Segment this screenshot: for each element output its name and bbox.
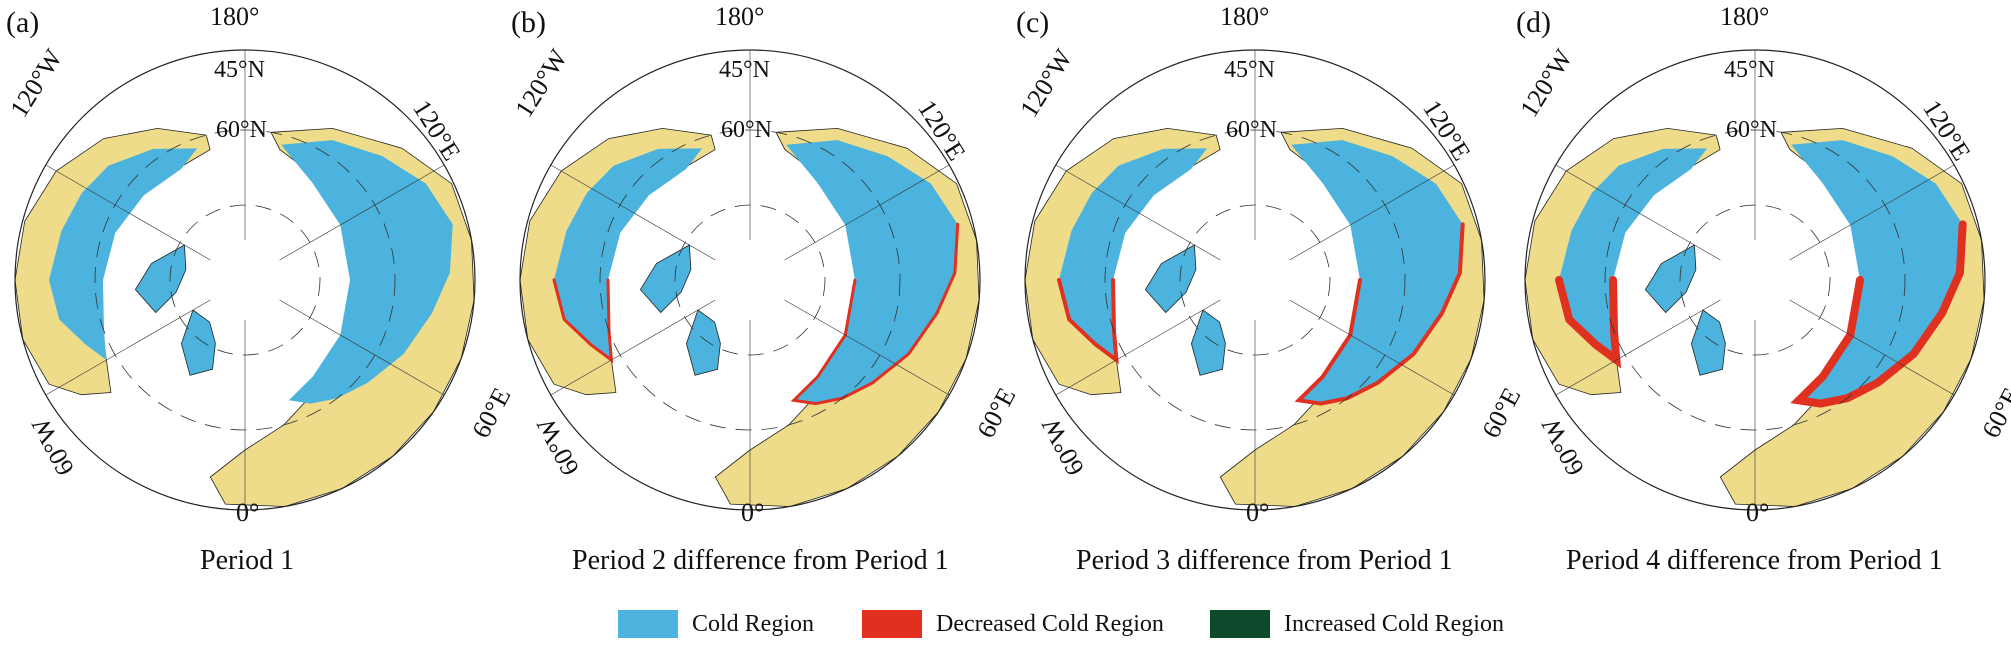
legend-item-increased: Increased Cold Region	[1210, 608, 1504, 640]
lon-label-0: 0°	[741, 498, 765, 527]
meridian-line	[784, 299, 950, 396]
map-boundary-circle	[1024, 49, 1486, 511]
map-body	[15, 50, 475, 510]
panel-letter: (a)	[6, 6, 40, 39]
legend-swatch-cold	[618, 610, 678, 638]
panel-letter: (d)	[1516, 6, 1551, 39]
meridian-line	[45, 299, 211, 396]
legend-item-decreased: Decreased Cold Region	[862, 608, 1164, 640]
legend-label: Decreased Cold Region	[936, 610, 1164, 637]
panel-letter: (c)	[1016, 6, 1050, 39]
lat-label-60n: 60°N	[721, 117, 772, 143]
meridian-line	[1789, 299, 1955, 396]
polar-map	[1524, 49, 1986, 511]
meridian-line	[1289, 299, 1455, 396]
lat-label-60n: 60°N	[216, 117, 267, 143]
lat-label-45n: 45°N	[1224, 57, 1275, 83]
decreased-region-america	[1057, 278, 1119, 365]
lat-label-45n: 45°N	[1724, 57, 1775, 83]
meridian-line	[1055, 299, 1221, 396]
map-boundary-circle	[519, 49, 981, 511]
lon-label-180: 180°	[715, 2, 765, 31]
meridian-line	[1289, 164, 1455, 261]
decreased-region-america	[1555, 276, 1622, 369]
cold-region-eurasia	[1291, 140, 1463, 404]
map-panel-c: (c) 180° 45°N 60°N 120°W 120°E 60°W 60°E…	[1010, 0, 1526, 570]
lon-label-0: 0°	[1746, 498, 1770, 527]
greenland	[1690, 309, 1726, 376]
panel-caption-d: Period 4 difference from Period 1	[1566, 545, 1943, 576]
lon-label-180: 180°	[210, 2, 260, 31]
panel-caption-b: Period 2 difference from Period 1	[572, 545, 949, 576]
polar-map	[14, 49, 476, 511]
lon-label-180: 180°	[1220, 2, 1270, 31]
meridian-line	[279, 299, 445, 396]
cold-region-america	[49, 148, 198, 360]
legend-swatch-increased	[1210, 610, 1270, 638]
lon-label-0: 0°	[236, 498, 260, 527]
legend-label: Increased Cold Region	[1284, 610, 1504, 637]
panel-letter: (b)	[511, 6, 546, 39]
greenland	[180, 309, 216, 376]
map-panel-b: (b) 180° 45°N 60°N 120°W 120°E 60°W 60°E…	[505, 0, 1021, 570]
greenland	[685, 309, 721, 376]
greenland	[1190, 309, 1226, 376]
polar-map	[519, 49, 981, 511]
map-boundary-circle	[1524, 49, 1986, 511]
cold-region-eurasia	[786, 140, 958, 404]
cold-region-eurasia	[281, 140, 453, 404]
lat-label-45n: 45°N	[719, 57, 770, 83]
meridian-line	[550, 299, 716, 396]
arctic-archipelago	[1644, 244, 1697, 314]
arctic-archipelago	[134, 244, 187, 314]
arctic-archipelago	[1144, 244, 1197, 314]
meridian-line	[1055, 164, 1221, 261]
lon-label-0: 0°	[1246, 498, 1270, 527]
map-legend: Cold Region Decreased Cold Region Increa…	[0, 608, 2011, 640]
cold-region-america	[1059, 148, 1208, 360]
cold-region-eurasia	[1791, 140, 1963, 404]
meridian-line	[279, 164, 445, 261]
panel-caption-c: Period 3 difference from Period 1	[1076, 545, 1453, 576]
meridian-line	[1555, 299, 1721, 396]
map-body	[1025, 50, 1485, 510]
lat-label-60n: 60°N	[1226, 117, 1277, 143]
map-body	[520, 50, 980, 510]
lon-label-180: 180°	[1720, 2, 1770, 31]
meridian-line	[1555, 164, 1721, 261]
map-boundary-circle	[14, 49, 476, 511]
map-panel-a: (a) 180° 45°N 60°N 120°W 120°E 60°W 60°E…	[0, 0, 516, 570]
lat-label-45n: 45°N	[214, 57, 265, 83]
arctic-archipelago	[639, 244, 692, 314]
lat-label-60n: 60°N	[1726, 117, 1777, 143]
cold-region-america	[1559, 148, 1708, 360]
decreased-region-america	[552, 278, 614, 364]
meridian-line	[550, 164, 716, 261]
panel-caption-a: Period 1	[200, 545, 295, 576]
meridian-line	[1789, 164, 1955, 261]
map-body	[1525, 50, 1985, 510]
map-panel-d: (d) 180° 45°N 60°N 120°W 120°E 60°W 60°E…	[1510, 0, 2011, 570]
legend-swatch-decreased	[862, 610, 922, 638]
legend-label: Cold Region	[692, 610, 815, 637]
legend-item-cold: Cold Region	[618, 608, 814, 640]
polar-map	[1024, 49, 1486, 511]
cold-region-america	[554, 148, 703, 360]
meridian-line	[784, 164, 950, 261]
meridian-line	[45, 164, 211, 261]
